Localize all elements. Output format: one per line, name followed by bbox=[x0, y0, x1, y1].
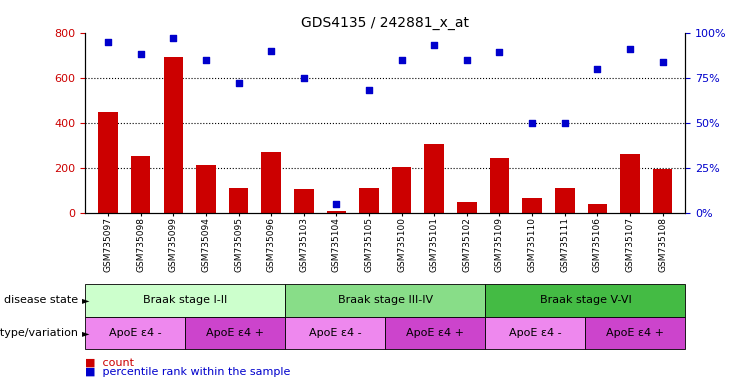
Point bbox=[298, 74, 310, 81]
Bar bbox=[392, 167, 411, 213]
Point bbox=[591, 66, 603, 72]
Text: ApoE ε4 +: ApoE ε4 + bbox=[606, 328, 665, 338]
Bar bbox=[164, 58, 183, 213]
Text: Braak stage V-VI: Braak stage V-VI bbox=[539, 295, 631, 306]
Point bbox=[396, 56, 408, 63]
Bar bbox=[522, 199, 542, 213]
Bar bbox=[425, 144, 444, 213]
Title: GDS4135 / 242881_x_at: GDS4135 / 242881_x_at bbox=[302, 16, 469, 30]
Point bbox=[428, 42, 440, 48]
Text: ApoE ε4 +: ApoE ε4 + bbox=[406, 328, 465, 338]
Bar bbox=[229, 188, 248, 213]
Point bbox=[233, 80, 245, 86]
Text: ►: ► bbox=[82, 328, 89, 338]
Bar bbox=[457, 202, 476, 213]
Point bbox=[265, 48, 277, 54]
Point bbox=[135, 51, 147, 57]
Bar bbox=[620, 154, 639, 213]
Bar bbox=[131, 156, 150, 213]
Bar bbox=[555, 188, 574, 213]
Bar bbox=[359, 188, 379, 213]
Point bbox=[526, 120, 538, 126]
Text: ApoE ε4 -: ApoE ε4 - bbox=[109, 328, 162, 338]
Point bbox=[363, 87, 375, 93]
Text: ApoE ε4 +: ApoE ε4 + bbox=[206, 328, 265, 338]
Text: ApoE ε4 -: ApoE ε4 - bbox=[509, 328, 562, 338]
Bar bbox=[196, 165, 216, 213]
Text: genotype/variation: genotype/variation bbox=[0, 328, 82, 338]
Bar bbox=[262, 152, 281, 213]
Point bbox=[167, 35, 179, 41]
Point bbox=[102, 39, 114, 45]
Point bbox=[461, 56, 473, 63]
Text: disease state: disease state bbox=[4, 295, 82, 306]
Point bbox=[657, 58, 668, 65]
Bar bbox=[327, 211, 346, 213]
Bar bbox=[294, 189, 313, 213]
Bar bbox=[490, 158, 509, 213]
Point bbox=[200, 56, 212, 63]
Text: ►: ► bbox=[82, 295, 89, 306]
Text: ■  count: ■ count bbox=[85, 358, 134, 368]
Bar bbox=[99, 112, 118, 213]
Point bbox=[330, 201, 342, 207]
Bar bbox=[653, 169, 672, 213]
Text: ■  percentile rank within the sample: ■ percentile rank within the sample bbox=[85, 367, 290, 377]
Point bbox=[494, 50, 505, 56]
Text: Braak stage I-II: Braak stage I-II bbox=[143, 295, 227, 306]
Point bbox=[559, 120, 571, 126]
Bar bbox=[588, 204, 607, 213]
Text: Braak stage III-IV: Braak stage III-IV bbox=[338, 295, 433, 306]
Text: ApoE ε4 -: ApoE ε4 - bbox=[309, 328, 362, 338]
Point bbox=[624, 46, 636, 52]
